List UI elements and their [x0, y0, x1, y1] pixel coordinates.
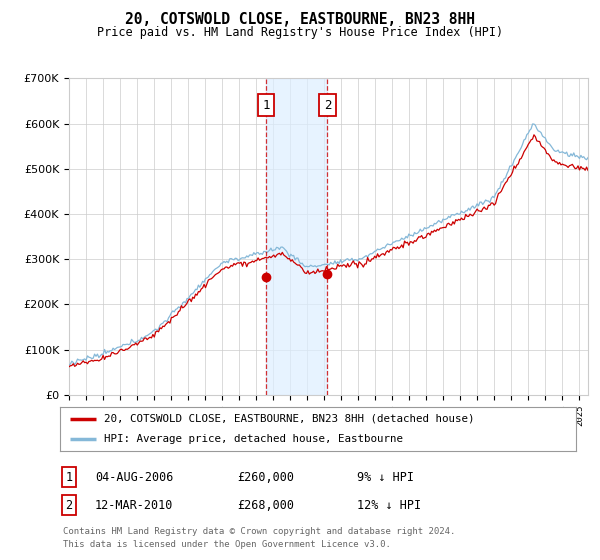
Text: 9% ↓ HPI: 9% ↓ HPI [357, 470, 414, 484]
Text: £260,000: £260,000 [237, 470, 294, 484]
Text: £268,000: £268,000 [237, 498, 294, 512]
Text: 1: 1 [65, 470, 73, 484]
Text: Price paid vs. HM Land Registry's House Price Index (HPI): Price paid vs. HM Land Registry's House … [97, 26, 503, 39]
Text: Contains HM Land Registry data © Crown copyright and database right 2024.: Contains HM Land Registry data © Crown c… [63, 528, 455, 536]
Text: 2: 2 [65, 498, 73, 512]
Text: 20, COTSWOLD CLOSE, EASTBOURNE, BN23 8HH (detached house): 20, COTSWOLD CLOSE, EASTBOURNE, BN23 8HH… [104, 414, 475, 424]
Text: 2: 2 [324, 99, 331, 112]
Text: 04-AUG-2006: 04-AUG-2006 [95, 470, 173, 484]
Text: 1: 1 [262, 99, 270, 112]
Text: This data is licensed under the Open Government Licence v3.0.: This data is licensed under the Open Gov… [63, 540, 391, 549]
Bar [266, 78, 328, 395]
Text: 12% ↓ HPI: 12% ↓ HPI [357, 498, 421, 512]
Text: HPI: Average price, detached house, Eastbourne: HPI: Average price, detached house, East… [104, 434, 403, 444]
Text: 12-MAR-2010: 12-MAR-2010 [95, 498, 173, 512]
Text: 20, COTSWOLD CLOSE, EASTBOURNE, BN23 8HH: 20, COTSWOLD CLOSE, EASTBOURNE, BN23 8HH [125, 12, 475, 27]
